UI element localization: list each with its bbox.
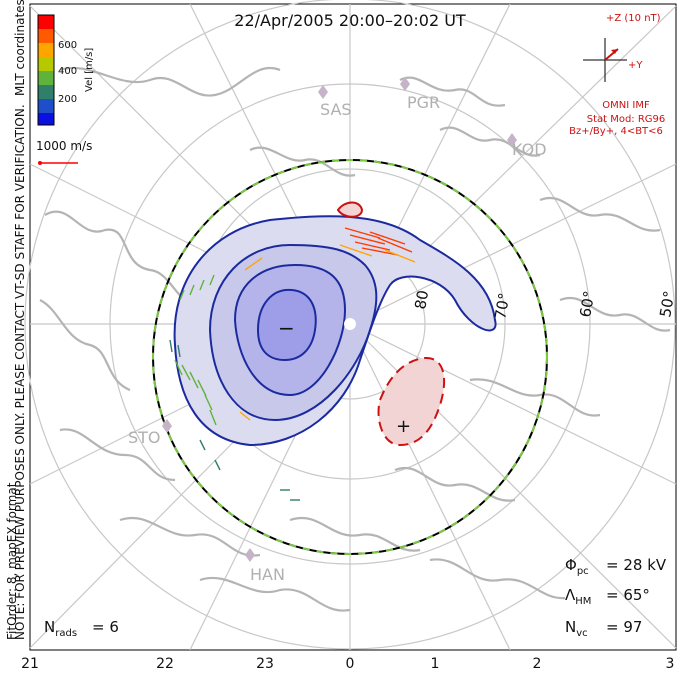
- colorbar-tick-600: 600: [58, 40, 77, 51]
- station-label-han: HAN: [250, 565, 285, 584]
- lambda-hm-value: = 65°: [606, 586, 650, 604]
- mlt-label-2: 2: [533, 656, 542, 672]
- n-rads-value: = 6: [92, 618, 119, 636]
- mlt-label-23: 23: [256, 656, 274, 672]
- hmb-boundary-dash: [152, 159, 548, 555]
- preview-note: NOTE: FOR PREVIEW PURPOSES ONLY. PLEASE …: [13, 104, 27, 640]
- mlt-label-22: 22: [156, 656, 174, 672]
- mlt-label-1: 1: [431, 656, 440, 672]
- imf-z-label: +Z (10 nT): [606, 13, 661, 24]
- imf-condition: Bz+/By+, 4<BT<6: [569, 126, 663, 137]
- positive-cell-small: [336, 201, 364, 218]
- cell-min-marker: −: [278, 316, 295, 340]
- station-markers: [162, 77, 517, 562]
- station-label-sto: STO: [128, 428, 161, 447]
- pole-marker: [344, 318, 356, 330]
- lat-label-60: 60°: [576, 289, 598, 318]
- station-label-pgr: PGR: [407, 93, 440, 112]
- imf-source: OMNI IMF: [602, 100, 650, 111]
- lat-label-80: 80: [411, 289, 432, 311]
- fit-order-label: FitOrder: 8, mapEX format: [5, 482, 19, 640]
- mlt-label-3: 3: [666, 656, 675, 672]
- colorbar-tick-400: 400: [58, 66, 77, 77]
- station-label-kod: KOD: [512, 140, 547, 159]
- mlt-label-0: 0: [346, 656, 355, 672]
- cell-max-marker: +: [396, 416, 411, 437]
- imf-model: Stat Mod: RG96: [587, 114, 666, 125]
- map-title: 22/Apr/2005 20:00–20:02 UT: [234, 11, 466, 30]
- scale-vector-origin: [38, 161, 42, 165]
- coords-label: MLT coordinates: [13, 0, 27, 96]
- lat-label-70: 70°: [491, 291, 513, 320]
- colorbar-label: Vel [m/s]: [84, 48, 95, 92]
- station-label-sas: SAS: [320, 100, 352, 119]
- imf-vector-arrowhead: [611, 49, 618, 54]
- positive-cell: [377, 356, 446, 447]
- velocity-vectors: [169, 227, 416, 501]
- lat-label-50: 50°: [656, 289, 678, 318]
- n-vc-value: = 97: [606, 618, 642, 636]
- mlt-label-21: 21: [21, 656, 39, 672]
- negative-cell: [173, 215, 497, 447]
- colorbar-tick-200: 200: [58, 94, 77, 105]
- velocity-colorbar: [37, 14, 55, 126]
- scale-vector-label: 1000 m/s: [36, 139, 92, 153]
- phi-pc-value: = 28 kV: [606, 556, 667, 574]
- imf-y-label: +Y: [628, 60, 643, 71]
